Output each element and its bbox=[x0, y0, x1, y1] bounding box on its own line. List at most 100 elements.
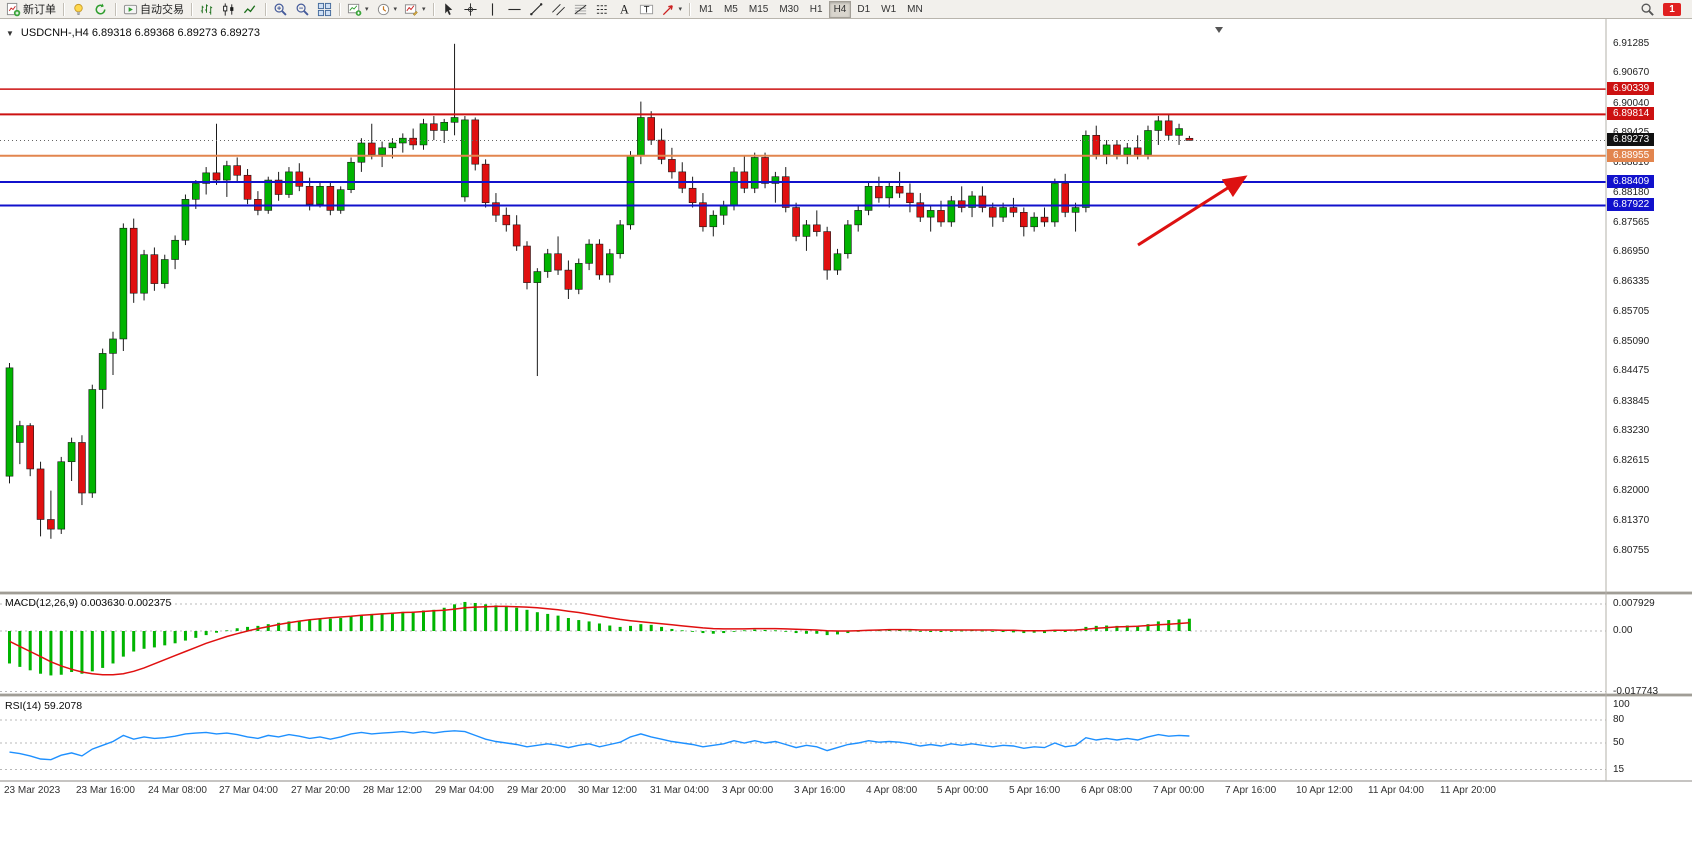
crosshair-button[interactable] bbox=[460, 0, 481, 18]
chart-edit-icon bbox=[404, 2, 419, 17]
timeframe-m30[interactable]: M30 bbox=[774, 1, 803, 18]
label-icon: T bbox=[639, 2, 654, 17]
timeframe-m1[interactable]: M1 bbox=[694, 1, 718, 18]
price-scale-label: 6.84475 bbox=[1613, 365, 1650, 376]
fibonacci-button[interactable] bbox=[570, 0, 591, 18]
new-chart-icon bbox=[347, 2, 362, 17]
timeframe-d1[interactable]: D1 bbox=[852, 1, 875, 18]
refresh-button[interactable] bbox=[90, 0, 111, 18]
vertical-line-button[interactable] bbox=[482, 0, 503, 18]
chart-workspace[interactable]: ▼ USDCNH-,H4 6.89318 6.89368 6.89273 6.8… bbox=[0, 19, 1692, 845]
time-label: 23 Mar 16:00 bbox=[76, 785, 135, 796]
macd-axis-label: -0.017743 bbox=[1613, 686, 1659, 697]
time-label: 31 Mar 04:00 bbox=[650, 785, 709, 796]
cursor-button[interactable] bbox=[438, 0, 459, 18]
bar-chart-icon bbox=[199, 2, 214, 17]
price-scale-label: 6.82000 bbox=[1613, 485, 1650, 496]
search-icon bbox=[1640, 2, 1655, 17]
candlestick-button[interactable] bbox=[218, 0, 239, 18]
styler-button[interactable] bbox=[68, 0, 89, 18]
timeframe-mn[interactable]: MN bbox=[902, 1, 928, 18]
bid-price-tag: 6.89273 bbox=[1607, 133, 1655, 146]
bar-chart-button[interactable] bbox=[196, 0, 217, 18]
time-label: 29 Mar 04:00 bbox=[435, 785, 494, 796]
levels-button[interactable] bbox=[592, 0, 613, 18]
line-chart-icon bbox=[243, 2, 258, 17]
autotrade-button[interactable]: 自动交易 bbox=[120, 0, 187, 18]
timeframe-mn-label: MN bbox=[907, 3, 923, 15]
time-label: 3 Apr 16:00 bbox=[794, 785, 846, 796]
time-label: 10 Apr 12:00 bbox=[1296, 785, 1353, 796]
time-axis[interactable]: 23 Mar 2023 23 Mar 16:00 24 Mar 08:00 27 Ma… bbox=[0, 781, 1692, 813]
timeframe-m5-label: M5 bbox=[723, 3, 738, 15]
tile-windows-button[interactable] bbox=[314, 0, 335, 18]
price-scale-label: 6.90040 bbox=[1613, 98, 1650, 109]
label-button[interactable]: T bbox=[636, 0, 657, 18]
macd-label: MACD(12,26,9) 0.003630 0.002375 bbox=[5, 597, 172, 609]
new-order-button[interactable]: 新订单 bbox=[3, 0, 59, 18]
text-icon: A bbox=[617, 2, 632, 17]
channel-icon bbox=[551, 2, 566, 17]
zoom-in-button[interactable] bbox=[270, 0, 291, 18]
price-scale-label: 6.86950 bbox=[1613, 246, 1650, 257]
trendline-button[interactable] bbox=[526, 0, 547, 18]
price-line-tag: 6.88955 bbox=[1607, 149, 1655, 162]
crosshair-icon bbox=[463, 2, 478, 17]
time-label: 28 Mar 12:00 bbox=[363, 785, 422, 796]
text-button[interactable]: A bbox=[614, 0, 635, 18]
rsi-axis-label: 15 bbox=[1613, 764, 1625, 775]
timeframe-w1-label: W1 bbox=[881, 3, 897, 15]
vline-icon bbox=[485, 2, 500, 17]
toolbar-separator bbox=[339, 2, 340, 16]
time-label: 6 Apr 08:00 bbox=[1081, 785, 1133, 796]
candlestick-icon bbox=[221, 2, 236, 17]
autotrade-icon bbox=[123, 2, 138, 17]
line-chart-button[interactable] bbox=[240, 0, 261, 18]
new-chart-button[interactable]: ▾ bbox=[344, 0, 372, 18]
search-button[interactable] bbox=[1637, 0, 1658, 18]
timeframe-h4[interactable]: H4 bbox=[828, 0, 852, 18]
price-scale-label: 6.86335 bbox=[1613, 276, 1650, 287]
new-order-button-label: 新订单 bbox=[23, 4, 56, 16]
time-label: 7 Apr 16:00 bbox=[1225, 785, 1277, 796]
chart-canvas[interactable] bbox=[0, 19, 1692, 845]
timeframe-w1[interactable]: W1 bbox=[876, 1, 901, 18]
toolbar: 新订单 自动交易 ▾ ▾ ▾ A T ▾ M1 M5 M15 M30 H1 H4 D1 W1 MN 1 bbox=[0, 0, 1692, 19]
timeframe-m5[interactable]: M5 bbox=[719, 1, 743, 18]
macd-signal-line bbox=[9, 605, 1190, 676]
timeframe-m15[interactable]: M15 bbox=[744, 1, 773, 18]
hline-icon bbox=[507, 2, 522, 17]
rsi-axis-label: 100 bbox=[1613, 699, 1630, 710]
toolbar-separator bbox=[115, 2, 116, 16]
time-label: 29 Mar 20:00 bbox=[507, 785, 566, 796]
price-scale-label: 6.89425 bbox=[1613, 127, 1649, 138]
chart-shift-marker[interactable] bbox=[1215, 27, 1223, 33]
time-label: 4 Apr 08:00 bbox=[866, 785, 918, 796]
horizontal-line-button[interactable] bbox=[504, 0, 525, 18]
timeframe-h1[interactable]: H1 bbox=[805, 1, 828, 18]
timeframe-d1-label: D1 bbox=[857, 3, 871, 15]
rsi-axis-label: 80 bbox=[1613, 714, 1625, 725]
chevron-down-icon: ▾ bbox=[678, 6, 683, 13]
time-label: 27 Mar 20:00 bbox=[291, 785, 350, 796]
collapse-panel-icon[interactable]: ▼ bbox=[6, 28, 14, 38]
toolbar-separator bbox=[63, 2, 64, 16]
time-label: 5 Apr 00:00 bbox=[937, 785, 989, 796]
zoom-out-button[interactable] bbox=[292, 0, 313, 18]
rsi-axis-label: 50 bbox=[1613, 737, 1625, 748]
fibonacci-icon bbox=[573, 2, 588, 17]
price-scale-label: 6.81370 bbox=[1613, 515, 1650, 526]
price-line-tag: 6.89814 bbox=[1607, 107, 1655, 120]
price-scale-label: 6.88180 bbox=[1613, 187, 1650, 198]
time-label: 24 Mar 08:00 bbox=[148, 785, 207, 796]
time-label: 11 Apr 20:00 bbox=[1440, 785, 1496, 796]
arrows-button[interactable]: ▾ bbox=[658, 0, 686, 18]
trend-arrow-annotation[interactable] bbox=[1137, 175, 1248, 247]
notification-badge[interactable]: 1 bbox=[1663, 2, 1681, 16]
timeframe-m15-label: M15 bbox=[748, 3, 769, 15]
channel-button[interactable] bbox=[548, 0, 569, 18]
profiles-icon bbox=[376, 2, 391, 17]
chart-objects-button[interactable]: ▾ bbox=[401, 0, 429, 18]
price-axis[interactable]: 6.91285 6.90670 6.90040 6.89425 6.88810 6.881… bbox=[1606, 19, 1692, 781]
profiles-button[interactable]: ▾ bbox=[373, 0, 401, 18]
